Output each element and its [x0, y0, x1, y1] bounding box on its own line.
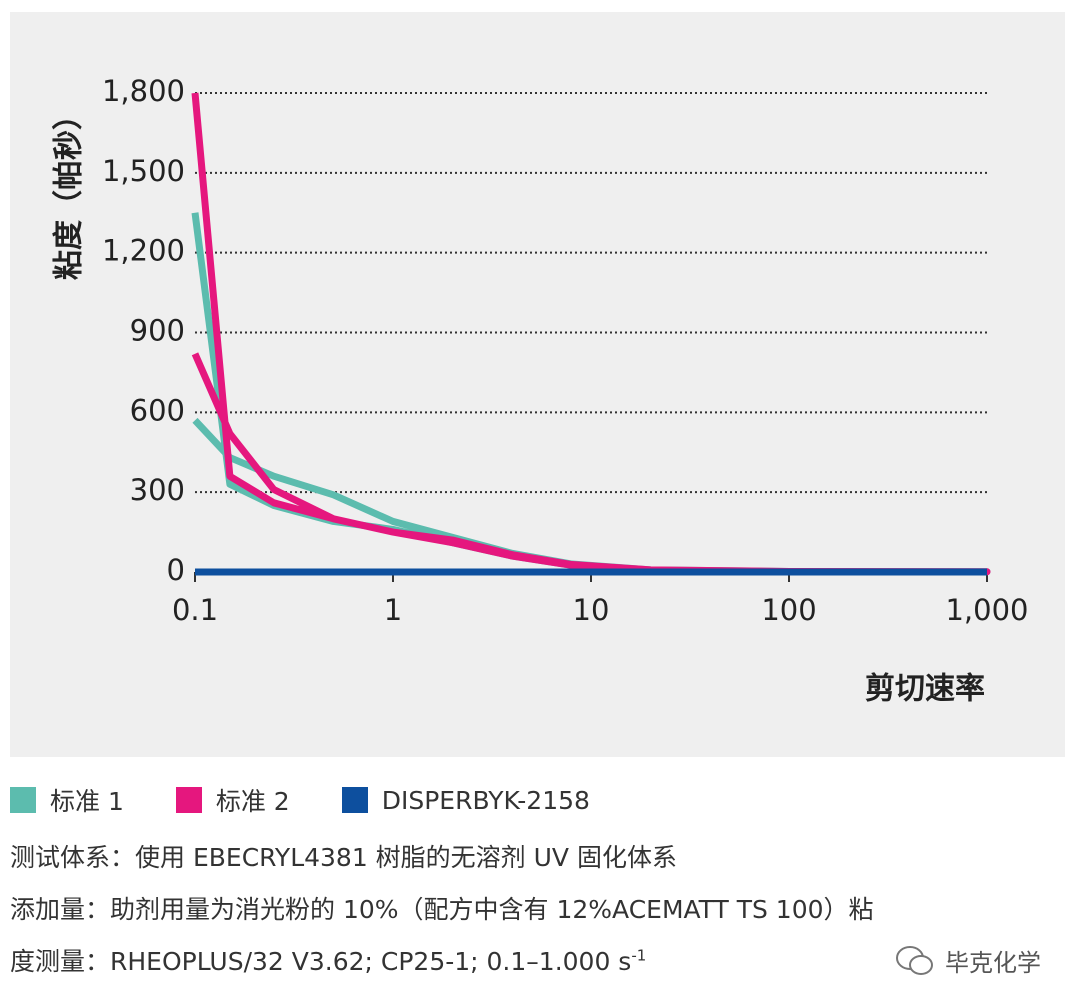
watermark-text: 毕克化学 [945, 949, 1041, 977]
y-tick-label: 1,200 [102, 234, 185, 268]
x-tick-label: 1,000 [945, 593, 1028, 627]
x-axis-label: 剪切速率 [865, 672, 985, 707]
x-tick-label: 1 [384, 593, 402, 627]
y-tick-label: 300 [130, 473, 185, 507]
legend-label: 标准 2 [215, 787, 290, 816]
y-axis-label: 粘度（帕秒） [52, 100, 87, 280]
wechat-icon [896, 945, 933, 975]
y-tick-label: 1,500 [102, 154, 185, 188]
note-text: 度测量：RHEOPLUS/32 V3.62; CP25-1; 0.1–1.000… [10, 947, 632, 976]
legend: 标准 1 标准 2 DISPERBYK-2158 [10, 782, 642, 818]
legend-item: DISPERBYK-2158 [341, 785, 590, 815]
legend-item: 标准 1 [10, 782, 124, 818]
x-tick-label: 10 [573, 593, 610, 627]
y-tick-label: 900 [130, 314, 185, 348]
legend-swatch [10, 787, 36, 813]
legend-label: DISPERBYK-2158 [381, 785, 590, 815]
x-tick-label: 0.1 [172, 593, 218, 627]
chart-background [10, 12, 1065, 757]
x-tick-label: 100 [761, 593, 816, 627]
y-tick-label: 0 [167, 553, 185, 587]
y-tick-label: 600 [130, 393, 185, 427]
note: 添加量：助剂用量为消光粉的 10%（配方中含有 12%ACEMATT TS 10… [10, 895, 874, 924]
superscript: -1 [631, 946, 647, 965]
legend-swatch [341, 787, 368, 813]
chart: 粘度（帕秒） 剪切速率 0 300 600 900 1,200 1,500 1,800 0.1… [10, 12, 1065, 757]
y-tick-label: 1,800 [102, 74, 185, 108]
legend-swatch [175, 787, 202, 813]
legend-label: 标准 1 [50, 787, 124, 816]
note: 测试体系：使用 EBECRYL4381 树脂的无溶剂 UV 固化体系 [10, 843, 677, 872]
legend-item: 标准 2 [175, 782, 290, 818]
note: 度测量：RHEOPLUS/32 V3.62; CP25-1; 0.1–1.000… [10, 942, 646, 978]
watermark: 毕克化学 [895, 943, 1041, 978]
